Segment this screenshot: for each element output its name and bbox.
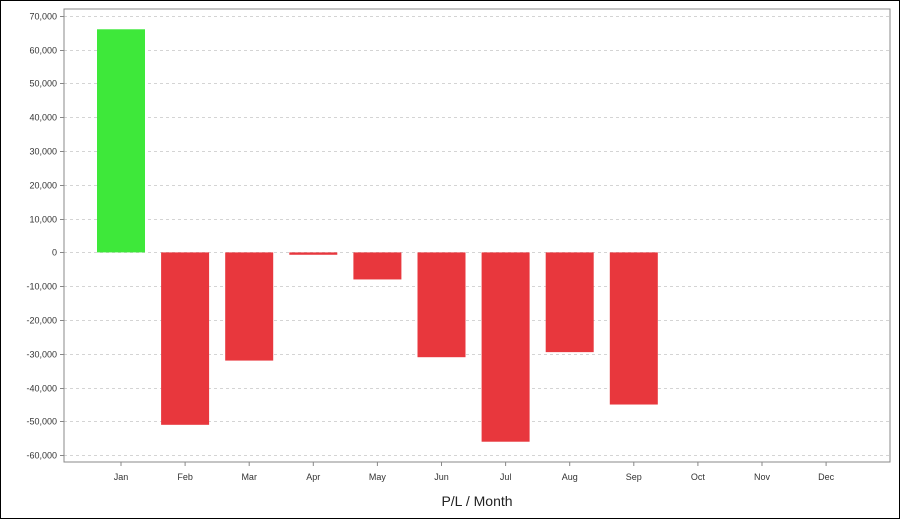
x-tick-label-jun: Jun <box>434 472 449 482</box>
y-tick-label: -60,000 <box>26 451 57 461</box>
x-tick-label-aug: Aug <box>562 472 578 482</box>
bar-sep <box>609 252 658 405</box>
y-tick-label: -20,000 <box>26 316 57 326</box>
bar-apr <box>289 252 338 255</box>
y-tick-label: -50,000 <box>26 417 57 427</box>
bar-feb <box>161 252 210 425</box>
y-tick-label: -10,000 <box>26 282 57 292</box>
y-tick-label: 0 <box>52 248 57 258</box>
y-tick-label: 70,000 <box>29 12 57 22</box>
y-tick-label: -30,000 <box>26 350 57 360</box>
bar-jun <box>417 252 466 358</box>
y-tick-label: 50,000 <box>29 79 57 89</box>
y-axis-ticks: 70,000 60,000 50,000 40,000 30,000 20,000 10,0… <box>26 12 64 461</box>
x-tick-label-jul: Jul <box>500 472 512 482</box>
x-tick-label-jan: Jan <box>114 472 129 482</box>
x-axis-ticks: Jan Feb Mar Apr May Jun Jul Aug Sep Oct Nov Dec <box>114 462 835 482</box>
x-tick-label-sep: Sep <box>626 472 642 482</box>
y-tick-label: 30,000 <box>29 147 57 157</box>
x-tick-label-mar: Mar <box>241 472 257 482</box>
plot-area-border <box>63 8 891 463</box>
x-axis-title: P/L / Month <box>441 493 512 509</box>
x-tick-label-may: May <box>369 472 387 482</box>
bar-jul <box>481 252 530 442</box>
y-tick-label: 60,000 <box>29 46 57 56</box>
bar-jan <box>97 29 145 253</box>
x-tick-label-oct: Oct <box>691 472 706 482</box>
bar-mar <box>225 252 274 361</box>
x-tick-label-feb: Feb <box>177 472 193 482</box>
y-tick-label: -40,000 <box>26 384 57 394</box>
y-tick-label: 40,000 <box>29 113 57 123</box>
bar-may <box>353 252 402 280</box>
y-tick-label: 10,000 <box>29 215 57 225</box>
x-tick-label-nov: Nov <box>754 472 771 482</box>
bar-aug <box>545 252 594 353</box>
x-tick-label-dec: Dec <box>818 472 835 482</box>
bars <box>97 29 658 442</box>
y-tick-label: 20,000 <box>29 181 57 191</box>
x-tick-label-apr: Apr <box>306 472 320 482</box>
